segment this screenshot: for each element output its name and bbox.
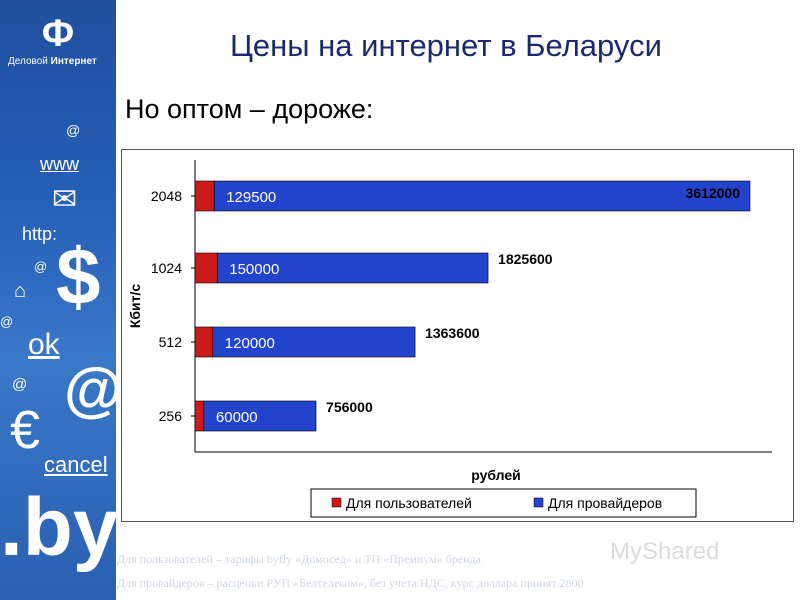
- data-label-providers: 1363600: [425, 325, 480, 341]
- watermark: MyShared: [610, 538, 720, 565]
- bar-users: [194, 252, 218, 284]
- bar-providers: [203, 400, 317, 432]
- http-icon: http:: [22, 224, 58, 244]
- legend-label-users: Для пользователей: [346, 495, 472, 511]
- y-tick-label: 1024: [151, 260, 182, 276]
- footnote-providers: Для провайдеров – расценки РУП «Белтелек…: [117, 576, 584, 590]
- chart-frame: Кбит/с рублей 2048 129500 3612000 1024 150000 1…: [121, 149, 794, 522]
- bar-chart: Кбит/с рублей 2048 129500 3612000 1024 150000 1…: [127, 160, 772, 518]
- data-label-users: 129500: [226, 189, 276, 206]
- data-label-users: 120000: [225, 335, 275, 352]
- x-axis-label: рублей: [471, 467, 521, 483]
- footnote-users: Для пользователей – тарифы byfly «Домосе…: [117, 552, 481, 566]
- dot-by-icon: .by: [0, 482, 116, 573]
- data-label-users: 60000: [216, 409, 258, 426]
- bar-users: [194, 326, 214, 358]
- bar-providers: [213, 180, 751, 212]
- data-label-providers: 756000: [326, 399, 373, 415]
- data-label-providers: 1825600: [498, 251, 553, 267]
- bar-users: [194, 400, 205, 432]
- cancel-icon: cancel: [44, 452, 108, 477]
- ok-icon: ok: [28, 328, 60, 361]
- bar-providers: [212, 326, 416, 358]
- page-subtitle: Но оптом – дороже:: [125, 94, 374, 124]
- at-icon: @: [34, 259, 48, 274]
- legend-label-providers: Для провайдеров: [548, 495, 662, 511]
- y-tick-label: 2048: [151, 188, 182, 204]
- y-tick-label: 256: [159, 408, 183, 424]
- y-tick-label: 512: [159, 334, 183, 350]
- at-icon: @: [0, 314, 14, 329]
- at-icon: @: [64, 350, 116, 430]
- envelope-icon: ✉: [52, 183, 78, 216]
- dollar-icon: $: [56, 232, 101, 321]
- bar-users: [194, 180, 215, 212]
- data-label-users: 150000: [229, 261, 279, 278]
- bar-providers: [216, 252, 489, 284]
- company-name: Деловой Интернет: [8, 56, 97, 67]
- legend-swatch-providers: [533, 497, 544, 508]
- at-icon: @: [12, 376, 28, 393]
- y-axis-label: Кбит/с: [127, 284, 143, 329]
- legend-swatch-users: [331, 497, 342, 508]
- euro-icon: €: [10, 400, 41, 460]
- at-icon: @: [66, 122, 81, 138]
- www-icon: www: [40, 154, 79, 174]
- sidebar-decoration: Ф Деловой Интернет @ www ✉ http: @ $ ⌂ @…: [0, 0, 116, 600]
- data-label-providers: 3612000: [685, 185, 740, 201]
- legend-box: [310, 488, 697, 518]
- page-title: Цены на интернет в Беларуси: [230, 28, 662, 63]
- company-logo: Ф: [41, 13, 75, 55]
- home-icon: ⌂: [14, 280, 27, 302]
